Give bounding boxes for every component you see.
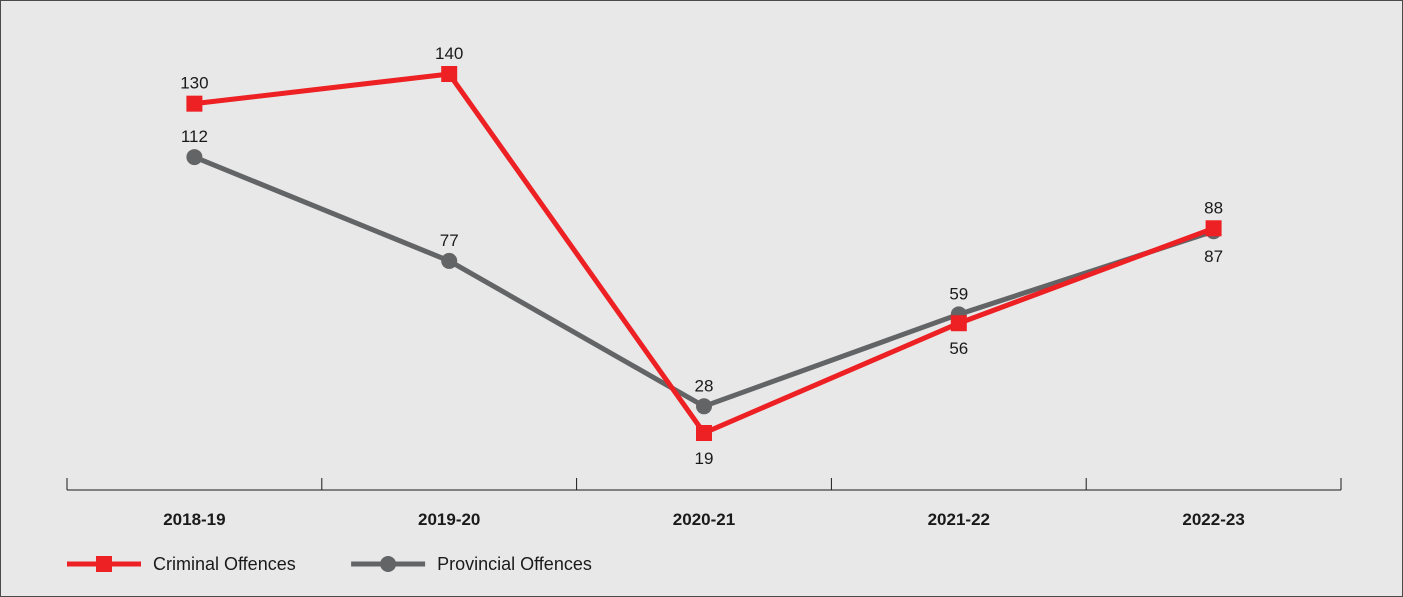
data-label: 87 [1204, 247, 1223, 266]
x-axis: 2018-19 2019-20 2020-21 2021-22 2022-23 [66, 478, 1342, 529]
data-label: 19 [695, 449, 714, 468]
legend: Criminal Offences Provincial Offences [67, 554, 592, 574]
legend-label: Provincial Offences [437, 554, 592, 574]
data-label: 56 [949, 339, 968, 358]
data-point-circle [441, 252, 458, 269]
data-point-square [1205, 220, 1222, 237]
data-label: 59 [949, 284, 968, 303]
series-layer [186, 66, 1222, 441]
data-label: 77 [440, 231, 459, 250]
data-point-circle [696, 398, 712, 415]
data-label: 140 [435, 44, 463, 63]
legend-marker-square [96, 556, 112, 572]
x-tick-label: 2019-20 [418, 510, 480, 529]
data-point-square [950, 315, 967, 332]
data-point-circle [186, 149, 203, 166]
data-point-square [441, 66, 458, 82]
data-label: 130 [180, 74, 208, 93]
data-point-square [696, 425, 712, 441]
data-label: 88 [1204, 198, 1223, 217]
x-tick-label: 2022-23 [1182, 510, 1244, 529]
data-point-square [186, 95, 203, 112]
data-label: 28 [695, 376, 714, 395]
data-labels: 130 140 19 56 88 112 77 28 59 87 [180, 44, 1223, 468]
legend-marker-circle [380, 556, 397, 572]
x-tick-label: 2018-19 [163, 510, 225, 529]
legend-label: Criminal Offences [153, 554, 296, 574]
series-line [193, 154, 1215, 410]
x-tick-label: 2021-22 [928, 510, 990, 529]
data-label: 112 [181, 127, 208, 146]
x-tick-label: 2020-21 [673, 510, 735, 529]
